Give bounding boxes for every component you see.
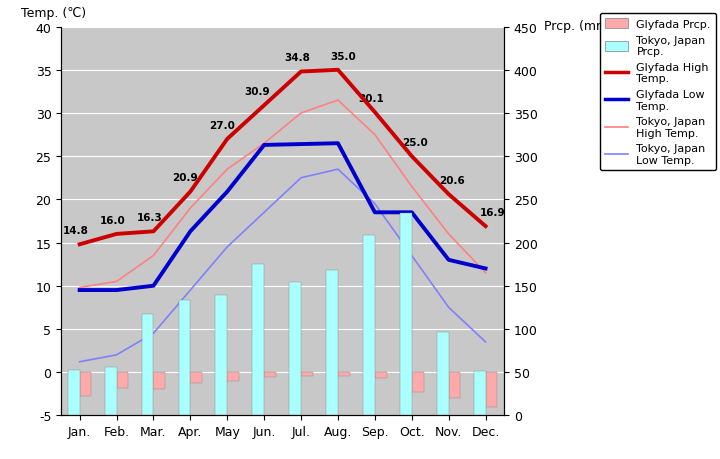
Text: 16.3: 16.3 — [137, 213, 163, 223]
Text: 20.6: 20.6 — [439, 175, 465, 185]
Bar — [190, 372, 202, 384]
Bar — [104, 367, 117, 415]
Bar — [215, 296, 228, 415]
Bar — [474, 371, 485, 415]
Bar — [264, 372, 276, 377]
Bar — [437, 333, 449, 415]
Bar — [142, 314, 153, 415]
Y-axis label: Temp. (℃): Temp. (℃) — [22, 7, 86, 20]
Bar — [338, 372, 350, 376]
Bar — [289, 283, 301, 415]
Bar — [68, 370, 80, 415]
Text: 14.8: 14.8 — [63, 225, 89, 235]
Text: 20.9: 20.9 — [172, 173, 197, 183]
Bar — [80, 372, 91, 396]
Text: 35.0: 35.0 — [330, 51, 356, 62]
Bar — [252, 264, 264, 415]
Bar — [153, 372, 166, 389]
Bar — [179, 300, 190, 415]
Text: 25.0: 25.0 — [402, 138, 428, 148]
Bar — [117, 372, 128, 388]
Bar — [400, 214, 412, 415]
Bar — [485, 372, 498, 407]
Legend: Glyfada Prcp., Tokyo, Japan
Prcp., Glyfada High
Temp., Glyfada Low
Temp., Tokyo,: Glyfada Prcp., Tokyo, Japan Prcp., Glyfa… — [600, 14, 716, 171]
Text: 30.1: 30.1 — [359, 94, 384, 104]
Text: 27.0: 27.0 — [209, 120, 235, 130]
Bar — [375, 372, 387, 378]
Bar — [301, 372, 313, 376]
Text: 16.0: 16.0 — [100, 215, 126, 225]
Bar — [412, 372, 423, 392]
Bar — [449, 372, 461, 398]
Bar — [326, 271, 338, 415]
Text: 30.9: 30.9 — [244, 87, 269, 97]
Bar — [228, 372, 239, 381]
Y-axis label: Prcp. (mm): Prcp. (mm) — [544, 20, 613, 33]
Bar — [363, 235, 375, 415]
Text: 34.8: 34.8 — [284, 53, 310, 63]
Text: 16.9: 16.9 — [480, 207, 505, 218]
